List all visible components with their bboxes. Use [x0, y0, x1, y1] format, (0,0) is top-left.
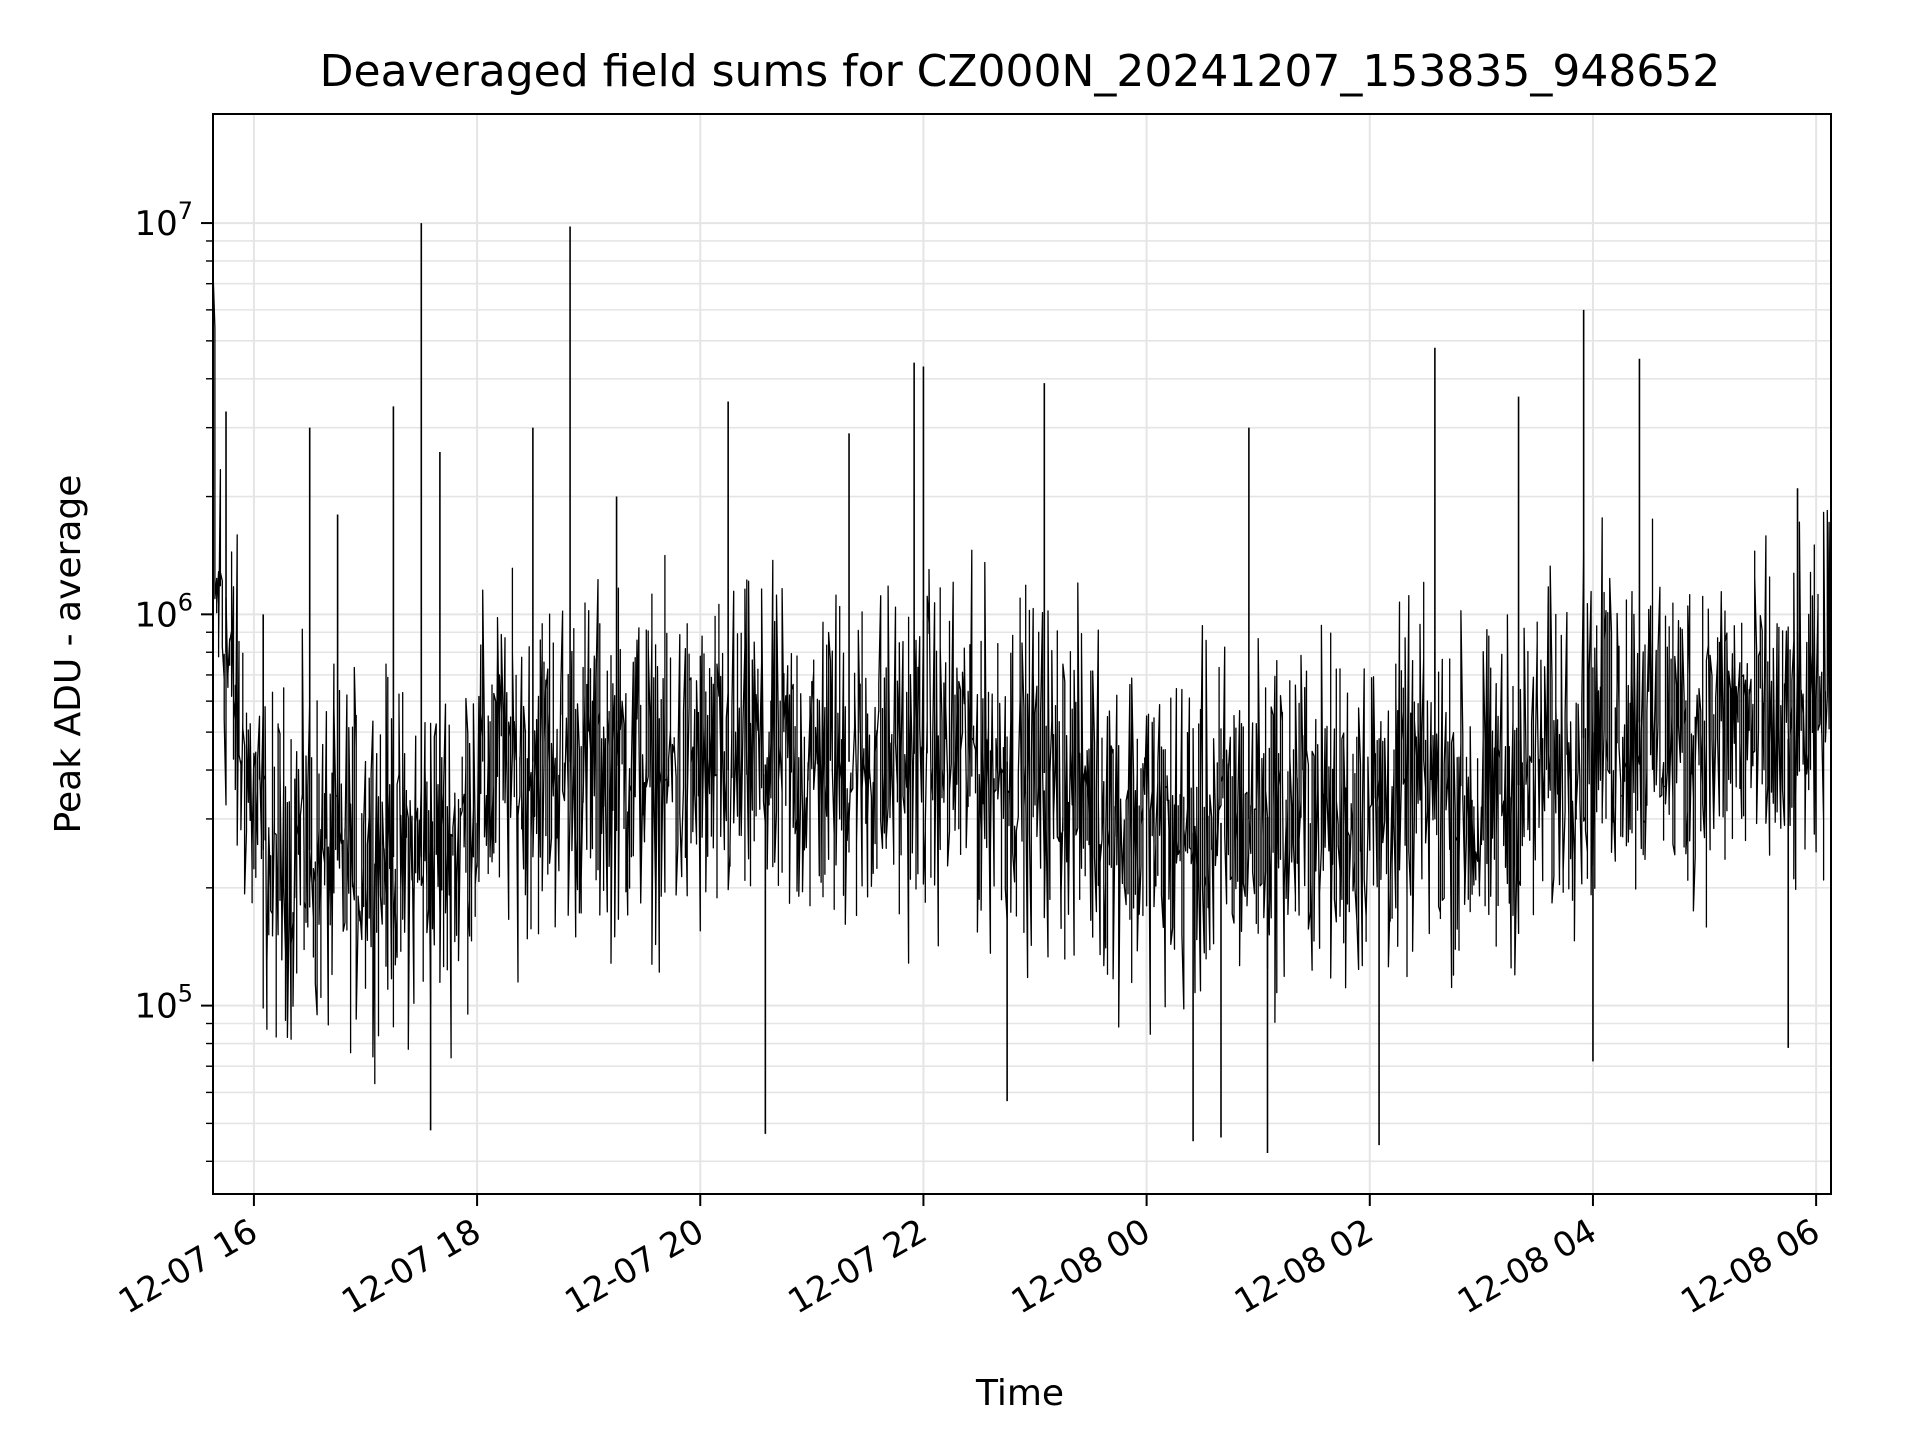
chart-title: Deaveraged field sums for CZ000N_2024120…: [320, 46, 1721, 97]
series-layer: [213, 114, 1831, 1154]
y-tick-label: 107: [134, 197, 193, 244]
series-line: [213, 114, 1831, 1085]
x-axis-label: Time: [975, 1373, 1064, 1414]
y-axis-label: Peak ADU - average: [48, 475, 89, 834]
y-tick-label: 105: [134, 980, 193, 1027]
plot-frame: [212, 113, 1832, 1195]
y-tick-label: 106: [134, 588, 193, 635]
